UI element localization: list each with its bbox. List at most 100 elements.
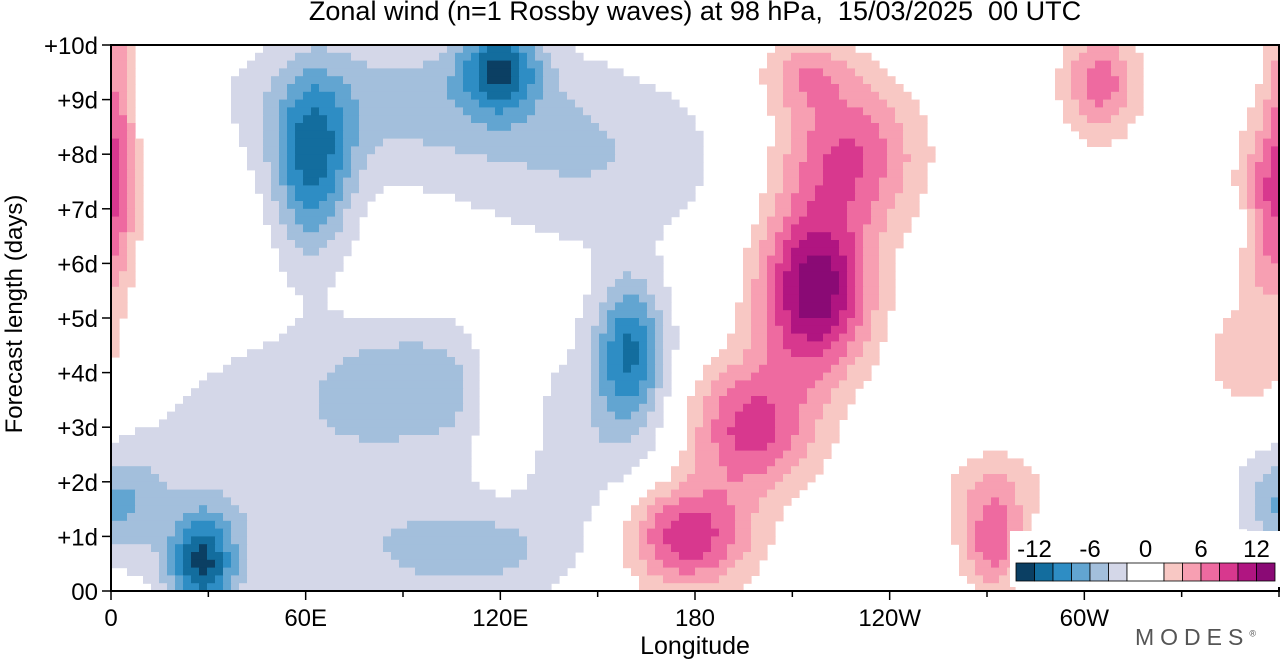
field-cell <box>615 138 704 147</box>
field-cell <box>599 364 608 374</box>
field-cell <box>879 279 896 288</box>
field-cell <box>855 333 872 342</box>
field-cell <box>719 403 744 413</box>
field-cell <box>687 411 704 420</box>
field-cell <box>887 138 904 147</box>
field-cell <box>319 388 464 397</box>
field-cell <box>119 107 128 116</box>
field-cell <box>1239 162 1248 171</box>
field-cell <box>1271 442 1280 452</box>
field-cell <box>1271 169 1280 179</box>
field-cell <box>191 520 216 530</box>
field-cell <box>815 419 840 428</box>
field-cell <box>767 162 784 171</box>
field-cell <box>879 232 904 241</box>
field-cell <box>111 193 120 202</box>
field-cell <box>631 505 648 514</box>
field-cell <box>839 318 848 327</box>
field-cell <box>655 513 680 522</box>
field-cell <box>855 193 880 202</box>
field-cell <box>111 442 472 452</box>
field-cell <box>455 193 696 202</box>
field-cell <box>223 544 240 553</box>
field-cell <box>783 154 808 163</box>
field-cell <box>119 169 128 179</box>
field-cell <box>871 325 888 335</box>
field-cell <box>855 177 880 186</box>
field-cell <box>1071 60 1096 69</box>
field-cell <box>599 427 640 436</box>
field-cell <box>135 208 144 218</box>
field-cell <box>111 45 128 54</box>
field-cell <box>687 419 704 428</box>
field-cell <box>639 380 656 389</box>
field-cell <box>111 216 128 225</box>
field-cell <box>623 341 640 350</box>
field-cell <box>599 372 608 381</box>
field-cell <box>799 271 840 280</box>
field-cell <box>1247 154 1264 163</box>
field-cell <box>663 310 672 319</box>
field-cell <box>127 263 136 272</box>
field-cell <box>767 466 792 475</box>
field-cell <box>959 544 968 553</box>
field-cell <box>807 154 824 163</box>
field-cell <box>607 364 624 374</box>
field-cell <box>639 497 656 506</box>
field-cell <box>1111 60 1128 69</box>
field-cell <box>1071 76 1088 85</box>
field-cell <box>1239 302 1280 311</box>
field-cell <box>591 396 608 405</box>
field-cell <box>111 185 120 194</box>
field-cell <box>135 224 144 233</box>
field-cell <box>783 294 800 303</box>
field-cell <box>1255 489 1280 498</box>
field-cell <box>111 520 176 530</box>
field-cell <box>831 146 864 155</box>
colorbar-swatch <box>1071 562 1091 582</box>
field-cell <box>559 68 624 77</box>
field-cell <box>263 115 280 124</box>
field-cell <box>1247 216 1256 225</box>
field-cell <box>583 294 608 303</box>
field-cell <box>111 107 120 116</box>
field-cell <box>991 497 1000 506</box>
field-cell <box>111 505 136 514</box>
field-cell <box>639 544 656 553</box>
field-cell <box>599 333 616 342</box>
field-cell <box>1271 60 1280 69</box>
field-cell <box>535 76 544 85</box>
field-cell <box>767 294 776 303</box>
field-cell <box>327 169 336 179</box>
field-cell <box>855 68 888 77</box>
field-cell <box>591 255 664 264</box>
field-cell <box>303 115 328 124</box>
field-cell <box>247 513 592 522</box>
field-cell <box>879 302 896 311</box>
field-cell <box>807 255 832 264</box>
field-cell <box>655 396 664 405</box>
field-cell <box>735 318 752 327</box>
field-cell <box>671 489 704 498</box>
field-cell <box>759 216 768 225</box>
field-cell <box>599 388 616 397</box>
field-cell <box>231 84 272 93</box>
field-cell <box>775 427 800 436</box>
field-cell <box>831 255 848 264</box>
field-cell <box>679 481 776 491</box>
field-cell <box>759 240 776 249</box>
field-cell <box>727 497 760 506</box>
field-cell <box>823 154 864 163</box>
field-cell <box>783 185 800 194</box>
field-cell <box>119 240 128 249</box>
field-cell <box>863 318 872 327</box>
field-cell <box>1055 84 1072 93</box>
field-cell <box>135 216 144 225</box>
field-cell <box>871 310 888 319</box>
field-cell <box>167 552 176 561</box>
field-cell <box>111 154 120 163</box>
field-cell <box>487 91 512 101</box>
x-tick-label: 60W <box>1060 605 1110 632</box>
field-cell <box>767 396 808 405</box>
field-cell <box>1271 146 1280 155</box>
